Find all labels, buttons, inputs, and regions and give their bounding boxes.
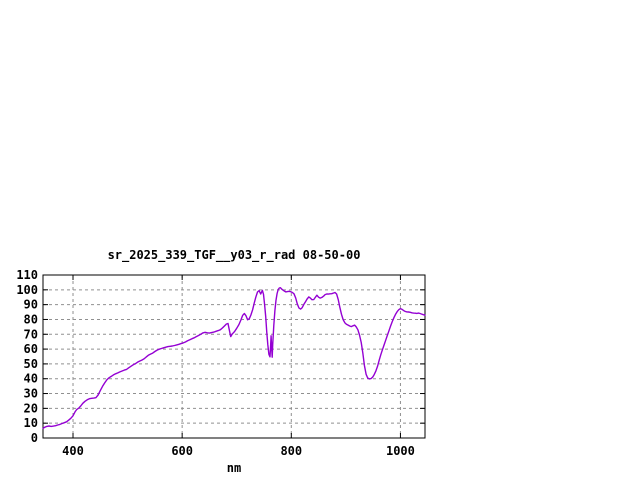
chart-title: sr_2025_339_TGF__y03_r_rad 08-50-00 [107, 248, 361, 262]
y-tick-label: 0 [31, 431, 38, 445]
y-tick-label: 10 [24, 416, 38, 430]
y-tick-label: 30 [24, 387, 38, 401]
y-tick-label: 60 [24, 342, 38, 356]
y-tick-label: 70 [24, 327, 38, 341]
y-tick-label: 90 [24, 298, 38, 312]
x-tick-label: 1000 [386, 444, 415, 458]
x-tick-label: 600 [171, 444, 193, 458]
y-tick-label: 100 [16, 283, 38, 297]
y-tick-label: 110 [16, 268, 38, 282]
y-tick-label: 20 [24, 401, 38, 415]
x-tick-label: 800 [280, 444, 302, 458]
x-tick-label: 400 [62, 444, 84, 458]
y-tick-label: 40 [24, 372, 38, 386]
y-tick-label: 50 [24, 357, 38, 371]
spectrum-curve [42, 287, 426, 430]
plot-frame [42, 274, 426, 439]
y-tick-label: 80 [24, 312, 38, 326]
x-axis-label: nm [226, 461, 242, 475]
